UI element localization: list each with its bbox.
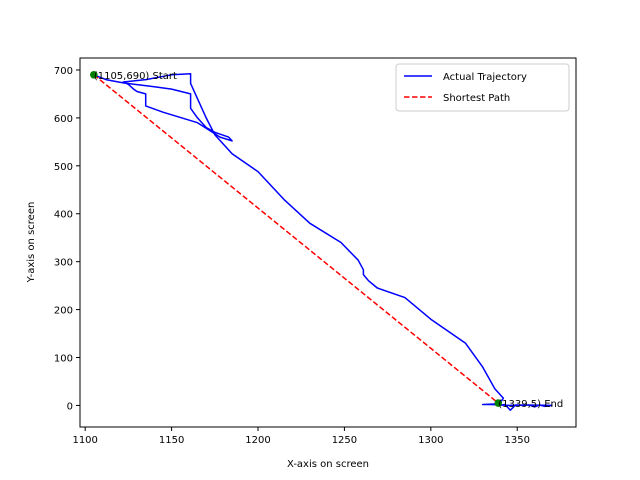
y-tick-label: 700: [54, 66, 73, 77]
x-tick-label: 1150: [159, 435, 184, 446]
x-tick-label: 1350: [505, 435, 530, 446]
x-axis-label: X-axis on screen: [287, 459, 369, 470]
end-point-label: (1339,5) End: [498, 399, 563, 410]
y-tick-label: 300: [54, 258, 73, 269]
legend-box: [395, 63, 570, 112]
start-point-label: (1105,690) Start: [94, 71, 177, 82]
series-line-shortest-path: [93, 74, 499, 404]
legend-label: Shortest Path: [443, 93, 510, 104]
y-tick-label: 200: [54, 306, 73, 317]
y-tick-label: 0: [67, 401, 73, 412]
x-tick-label: 1250: [332, 435, 357, 446]
y-axis-label: Y-axis on screen: [26, 202, 37, 284]
x-tick-label: 1100: [72, 435, 97, 446]
legend: Actual Trajectory Shortest Path: [395, 63, 570, 112]
axis-ticks: 1100 1150 1200 1250 1300 1350 0 100 200 300 400 500…: [54, 66, 530, 446]
legend-label: Actual Trajectory: [443, 72, 527, 83]
y-tick-label: 400: [54, 210, 73, 221]
y-tick-label: 100: [54, 354, 73, 365]
plot-area: (1105,690) Start (1339,5) End: [79, 57, 577, 428]
series-line-actual-trajectory: [93, 73, 553, 411]
y-tick-label: 500: [54, 162, 73, 173]
axes-frame: [79, 57, 577, 428]
y-tick-label: 600: [54, 114, 73, 125]
start-point-marker: [90, 70, 98, 79]
end-point-marker: [494, 399, 503, 407]
x-tick-label: 1300: [418, 435, 443, 446]
x-tick-label: 1200: [245, 435, 270, 446]
